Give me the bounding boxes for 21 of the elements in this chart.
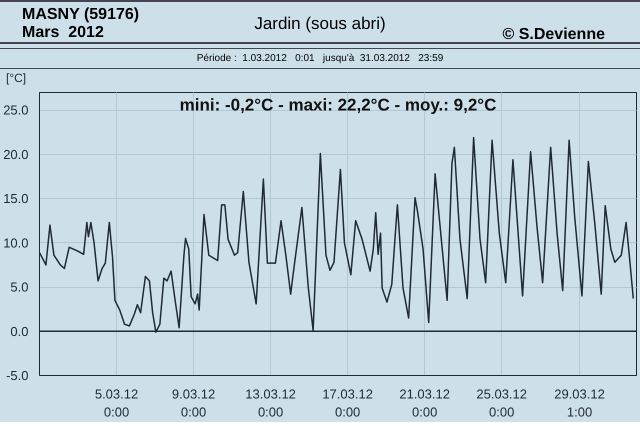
x-tick-label: 29.03.12 1:00 xyxy=(554,386,605,420)
y-tick-label: 10.0 xyxy=(3,235,29,250)
y-tick-label: 15.0 xyxy=(3,191,29,206)
x-tick-label: 17.03.12 0:00 xyxy=(322,386,373,420)
y-tick-label: 5.0 xyxy=(10,280,29,295)
x-tick-label: 9.03.12 0:00 xyxy=(172,386,216,420)
x-tick-label: 13.03.12 0:00 xyxy=(245,386,296,420)
y-tick-label: 20.0 xyxy=(3,146,29,162)
x-tick-label: 25.03.12 0:00 xyxy=(476,386,528,420)
text: Période : 1.03.2012 0:01 jusqu'à 31.03.2012 23:59 xyxy=(196,52,444,66)
text: Mars 2012 xyxy=(22,24,104,41)
chart-title: Jardin (sous abri) xyxy=(254,14,386,33)
y-tick-label: 0.0 xyxy=(10,324,29,339)
text: MASNY (59176) xyxy=(22,6,140,23)
annotation: mini: -0,2°C - maxi: 22,2°C - moy.: 9,2°C xyxy=(180,96,496,114)
y-tick-label: 25.0 xyxy=(3,102,29,118)
x-tick-label: 5.03.12 0:00 xyxy=(94,386,138,420)
y-axis-title: [°C] xyxy=(6,70,26,87)
x-tick-label: 21.03.12 0:00 xyxy=(399,386,450,420)
text: © S.Devienne xyxy=(502,25,605,45)
y-tick-label: -5.0 xyxy=(6,368,29,383)
